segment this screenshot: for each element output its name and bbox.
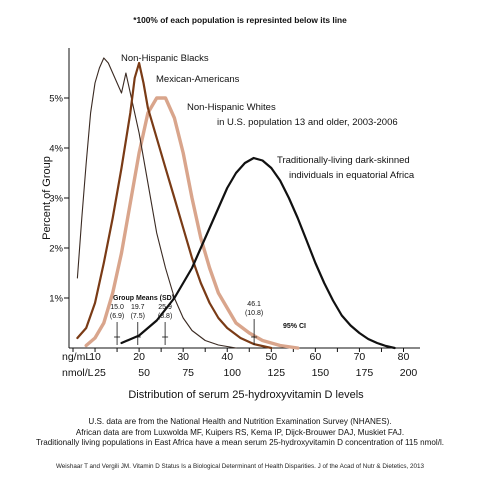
x-tick-label-ngml: 20 [133,351,145,363]
x-unit-ngml: ng/mL [62,351,91,363]
x-tick-label-ngml: 30 [177,351,189,363]
y-tick-label: 4% [49,144,63,155]
footer-line: African data are from Luxwolda MF, Kuipe… [75,427,405,437]
mean-value: 15.0 [110,304,124,311]
label-non-hispanic-whites: Non-Hispanic Whites [187,102,276,113]
x-tick-label-ngml: 80 [398,351,410,363]
x-tick-label-nmol: 100 [223,367,241,379]
footer-line: U.S. data are from the National Health a… [88,417,392,426]
mean-value: 19.7 [131,304,145,311]
x-tick-label-nmol: 50 [138,367,150,379]
x-tick-label-nmol: 25 [94,367,106,379]
y-tick-label: 3% [49,194,63,205]
group-means-label: Group Means (SD) [113,295,174,302]
x-tick-label-nmol: 175 [356,367,374,379]
mean-value: 46.1 [247,301,261,308]
label-non-hispanic-blacks: Non-Hispanic Blacks [121,53,209,64]
chart: *100% of each population is represinted … [41,15,420,401]
mean-sd: (10.8) [245,310,263,317]
series-lines [76,57,396,350]
footer-line: Traditionally living populations in East… [35,438,445,448]
mean-sd: (6.9) [110,313,124,320]
footer-notes: U.S. data are from the National Health a… [0,417,480,449]
y-axis-label: Percent of Group [41,156,53,240]
x-axis-label: Distribution of serum 25-hydroxyvitamin … [128,389,364,401]
mean-sd: (8.8) [158,313,172,320]
x-tick-label-ngml: 40 [221,351,233,363]
series-line-2 [76,61,273,350]
label-non-hispanic-whites-line2: in U.S. population 13 and older, 2003-20… [217,117,398,128]
label-africa-line2: individuals in equatorial Africa [289,170,415,181]
series-line-4 [120,156,396,350]
x-tick-label-nmol: 125 [268,367,286,379]
x-ticks: 10 20 30 40 50 60 70 80 25 50 75 100 125 150 175 200 [72,348,418,379]
chart-title: *100% of each population is represinted … [133,15,347,25]
mean-sd: (7.5) [131,313,145,320]
x-tick-label-ngml: 50 [265,351,277,363]
x-tick-label-nmol: 200 [400,367,418,379]
x-tick-label-ngml: 60 [310,351,322,363]
citation: Weishaar T and Vergili JM. Vitamin D Sta… [55,463,425,470]
x-unit-nmol: nmol/L [62,367,94,379]
y-tick-label: 5% [49,94,63,105]
means-annotations: 15.0 (6.9) 19.7 (7.5) 25.9 (8.8) 46.1 (10.8) [110,301,263,345]
legend-labels: Non-Hispanic Blacks Mexican-Americans No… [121,53,415,181]
label-africa: Traditionally-living dark-skinned [277,155,410,166]
mean-value: 25.9 [158,304,172,311]
y-tick-label: 2% [49,244,63,255]
x-tick-label-ngml: 70 [354,351,366,363]
label-mexican-americans: Mexican-Americans [156,74,240,85]
x-tick-label-nmol: 75 [182,367,194,379]
ci-label: 95% CI [283,323,306,330]
y-ticks: 1% 2% 3% 4% 5% [49,94,69,305]
x-tick-label-ngml: 10 [89,351,101,363]
x-tick-label-nmol: 150 [312,367,330,379]
series-line-3 [84,96,300,350]
y-tick-label: 1% [49,294,63,305]
